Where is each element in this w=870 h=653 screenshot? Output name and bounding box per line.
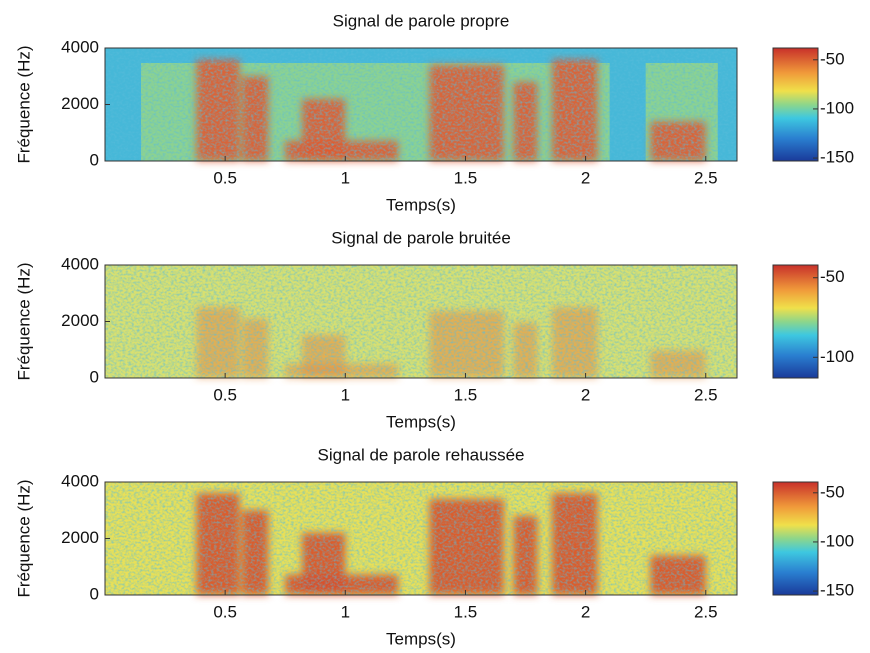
y-axis-label: Fréquence (Hz) bbox=[14, 45, 33, 163]
y-tick-label: 0 bbox=[90, 367, 99, 386]
panel-title: Signal de parole bruitée bbox=[331, 228, 511, 247]
y-axis-label: Fréquence (Hz) bbox=[14, 479, 33, 597]
x-tick-label: 1 bbox=[341, 168, 350, 187]
x-tick-label: 2.5 bbox=[694, 385, 718, 404]
colorbar bbox=[772, 47, 819, 162]
y-tick-label: 2000 bbox=[61, 94, 99, 113]
x-tick-label: 1 bbox=[341, 385, 350, 404]
y-tick-label: 4000 bbox=[61, 471, 99, 490]
y-tick-label: 0 bbox=[90, 150, 99, 169]
colorbar-tick-label: -50 bbox=[820, 267, 845, 286]
spectrogram-panel: Signal de parole bruitée 0.5 1 1.5 2 2.5 0 2000… bbox=[14, 228, 854, 431]
colorbar-tick-label: -100 bbox=[820, 98, 854, 117]
x-tick-label: 0.5 bbox=[213, 602, 237, 621]
panel-title: Signal de parole propre bbox=[333, 11, 510, 30]
panel-title: Signal de parole rehaussée bbox=[318, 445, 525, 464]
x-tick-label: 2.5 bbox=[694, 602, 718, 621]
colorbar bbox=[772, 481, 819, 596]
colorbar-tick-label: -50 bbox=[820, 482, 845, 501]
colorbar-tick-label: -100 bbox=[820, 531, 854, 550]
colorbar bbox=[772, 264, 819, 379]
x-tick-label: 1 bbox=[341, 602, 350, 621]
colorbar-tick-label: -50 bbox=[820, 49, 845, 68]
x-tick-label: 1.5 bbox=[454, 168, 478, 187]
x-tick-label: 0.5 bbox=[213, 168, 237, 187]
x-axis-label: Temps(s) bbox=[386, 629, 456, 648]
x-tick-label: 1.5 bbox=[454, 602, 478, 621]
spectrogram-noise bbox=[105, 265, 737, 378]
spectrogram-panel: Signal de parole rehaussée 0.5 1 1.5 2 2.5 0 20… bbox=[14, 445, 854, 648]
y-tick-label: 0 bbox=[90, 584, 99, 603]
y-tick-label: 4000 bbox=[61, 37, 99, 56]
colorbar-tick-label: -100 bbox=[820, 347, 854, 366]
colorbar-tick-label: -150 bbox=[820, 148, 854, 167]
y-tick-label: 2000 bbox=[61, 528, 99, 547]
y-tick-label: 4000 bbox=[61, 254, 99, 273]
x-axis-label: Temps(s) bbox=[386, 412, 456, 431]
spectrogram-panel: Signal de parole propre 0.5 1 1.5 2 2.5 0 2000 4… bbox=[14, 11, 854, 214]
x-tick-label: 1.5 bbox=[454, 385, 478, 404]
spectrogram-noise bbox=[105, 482, 737, 595]
y-axis-label: Fréquence (Hz) bbox=[14, 262, 33, 380]
x-tick-label: 2.5 bbox=[694, 168, 718, 187]
y-tick-label: 2000 bbox=[61, 311, 99, 330]
x-axis-label: Temps(s) bbox=[386, 195, 456, 214]
x-tick-label: 2 bbox=[581, 168, 590, 187]
x-tick-label: 2 bbox=[581, 385, 590, 404]
x-tick-label: 0.5 bbox=[213, 385, 237, 404]
spectrogram-noise bbox=[105, 48, 737, 161]
x-tick-label: 2 bbox=[581, 602, 590, 621]
colorbar-tick-label: -150 bbox=[820, 581, 854, 600]
